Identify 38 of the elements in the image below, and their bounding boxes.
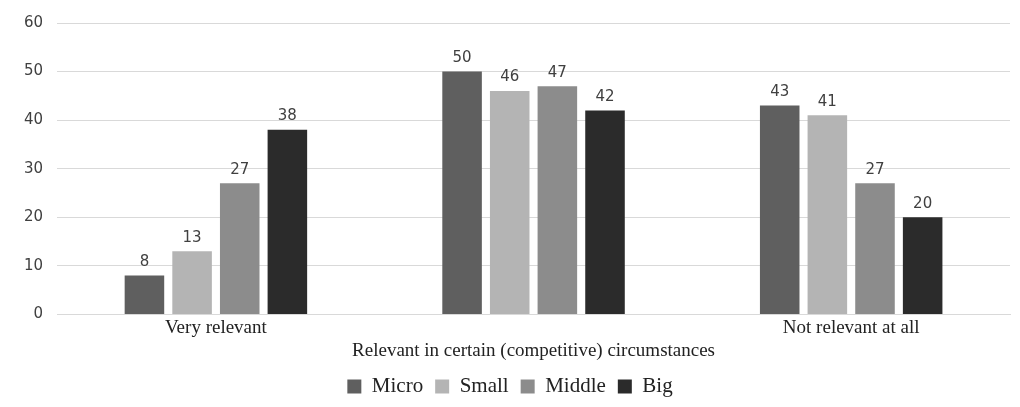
bar xyxy=(807,115,848,314)
data-label: 43 xyxy=(770,81,790,100)
y-tick-label: 40 xyxy=(23,110,44,129)
bar xyxy=(442,71,482,314)
data-label: 50 xyxy=(452,47,472,66)
y-tick-label: 10 xyxy=(23,255,44,274)
x-tick-label: Relevant in certain (competitive) circumstances xyxy=(352,338,716,361)
y-tick-label: 60 xyxy=(23,12,44,31)
bar xyxy=(267,129,308,314)
x-tick-label: Not relevant at all xyxy=(782,315,920,337)
bar xyxy=(902,217,943,314)
data-label: 13 xyxy=(182,227,202,246)
data-label: 27 xyxy=(865,159,885,178)
data-label: 41 xyxy=(817,91,837,110)
bar xyxy=(855,183,895,314)
legend-label: Micro xyxy=(371,373,424,398)
legend-label: Big xyxy=(642,373,674,398)
data-label: 20 xyxy=(913,193,933,212)
bar xyxy=(537,86,578,314)
bar xyxy=(489,90,530,314)
y-tick-label: 30 xyxy=(23,158,44,177)
bar xyxy=(172,251,212,314)
data-label: 38 xyxy=(277,106,297,125)
data-label: 47 xyxy=(547,62,567,81)
x-tick-label: Very relevant xyxy=(165,315,268,337)
bar xyxy=(759,105,800,314)
data-label: 27 xyxy=(230,159,250,178)
bar xyxy=(585,110,625,314)
y-tick-label: 0 xyxy=(33,304,44,323)
y-tick-label: 20 xyxy=(23,207,44,226)
data-label: 8 xyxy=(139,251,150,270)
legend-label: Middle xyxy=(545,373,606,398)
data-label: 46 xyxy=(500,67,520,86)
legend-label: Small xyxy=(459,373,509,398)
y-tick-label: 50 xyxy=(23,61,44,80)
bar xyxy=(124,275,165,314)
data-label: 42 xyxy=(595,86,615,105)
bar xyxy=(219,183,260,314)
